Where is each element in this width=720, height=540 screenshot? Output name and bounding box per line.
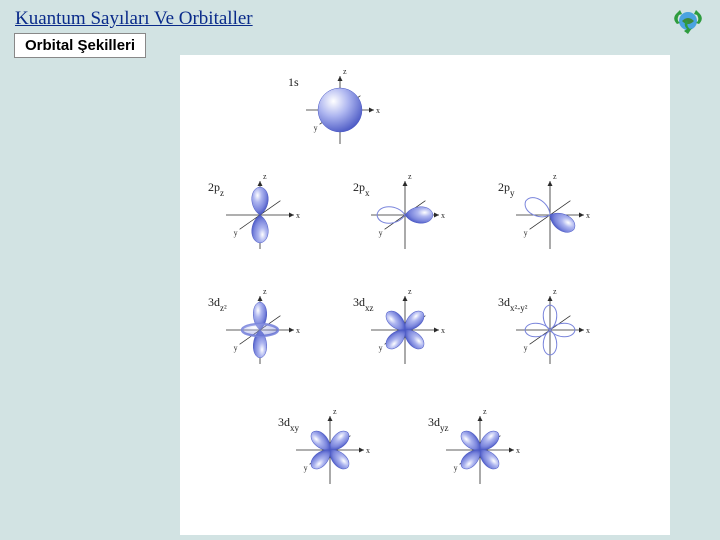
svg-text:x: x bbox=[296, 211, 300, 220]
orbital-1s: z x y 1s bbox=[288, 67, 380, 144]
orbital-3dxz: z x y 3dxz bbox=[353, 287, 445, 364]
svg-text:x: x bbox=[586, 211, 590, 220]
svg-text:3dx²-y²: 3dx²-y² bbox=[498, 295, 528, 313]
svg-text:3dyz: 3dyz bbox=[428, 415, 449, 433]
svg-text:3dz²: 3dz² bbox=[208, 295, 227, 313]
orbital-diagram-panel: z x y 1s z x y 2pz z x y 2px z x y 2py z x y 3dz² z x y 3dxz z x y… bbox=[180, 55, 670, 535]
svg-text:y: y bbox=[234, 343, 238, 352]
svg-text:x: x bbox=[586, 326, 590, 335]
svg-text:x: x bbox=[516, 446, 520, 455]
svg-text:x: x bbox=[296, 326, 300, 335]
page-title: Kuantum Sayıları Ve Orbitaller bbox=[15, 8, 253, 30]
orbital-2px: z x y 2px bbox=[353, 172, 445, 249]
svg-text:z: z bbox=[408, 172, 412, 181]
svg-text:z: z bbox=[553, 287, 557, 296]
svg-text:z: z bbox=[263, 172, 267, 181]
orbital-2py: z x y 2py bbox=[498, 172, 590, 249]
subtitle-box: Orbital Şekilleri bbox=[14, 33, 146, 58]
svg-text:y: y bbox=[304, 463, 308, 472]
orbital-3dyz: z x y 3dyz bbox=[428, 407, 520, 484]
orbital-3dxy: z x y 3dxy bbox=[278, 407, 370, 484]
svg-text:y: y bbox=[379, 343, 383, 352]
orbital-3dx2y2: z x y 3dx²-y² bbox=[498, 287, 590, 364]
svg-text:y: y bbox=[379, 228, 383, 237]
recycle-globe-icon bbox=[670, 6, 706, 41]
svg-text:x: x bbox=[441, 326, 445, 335]
svg-text:2pz: 2pz bbox=[208, 180, 224, 198]
svg-text:2px: 2px bbox=[353, 180, 370, 198]
svg-text:y: y bbox=[524, 228, 528, 237]
svg-text:2py: 2py bbox=[498, 180, 515, 198]
orbital-2pz: z x y 2pz bbox=[208, 172, 300, 249]
orbital-diagram-svg: z x y 1s z x y 2pz z x y 2px z x y 2py z x y 3dz² z x y 3dxz z x y… bbox=[180, 55, 670, 535]
svg-text:z: z bbox=[408, 287, 412, 296]
svg-text:z: z bbox=[483, 407, 487, 416]
svg-text:x: x bbox=[366, 446, 370, 455]
svg-text:z: z bbox=[343, 67, 347, 76]
svg-text:x: x bbox=[376, 106, 380, 115]
svg-text:3dxz: 3dxz bbox=[353, 295, 374, 313]
svg-text:y: y bbox=[524, 343, 528, 352]
svg-text:x: x bbox=[441, 211, 445, 220]
svg-text:y: y bbox=[454, 463, 458, 472]
svg-text:3dxy: 3dxy bbox=[278, 415, 300, 433]
svg-text:z: z bbox=[333, 407, 337, 416]
orbital-3dz2: z x y 3dz² bbox=[208, 287, 300, 364]
svg-text:1s: 1s bbox=[288, 75, 299, 89]
svg-text:z: z bbox=[553, 172, 557, 181]
svg-text:z: z bbox=[263, 287, 267, 296]
svg-text:y: y bbox=[234, 228, 238, 237]
svg-text:y: y bbox=[314, 123, 318, 132]
